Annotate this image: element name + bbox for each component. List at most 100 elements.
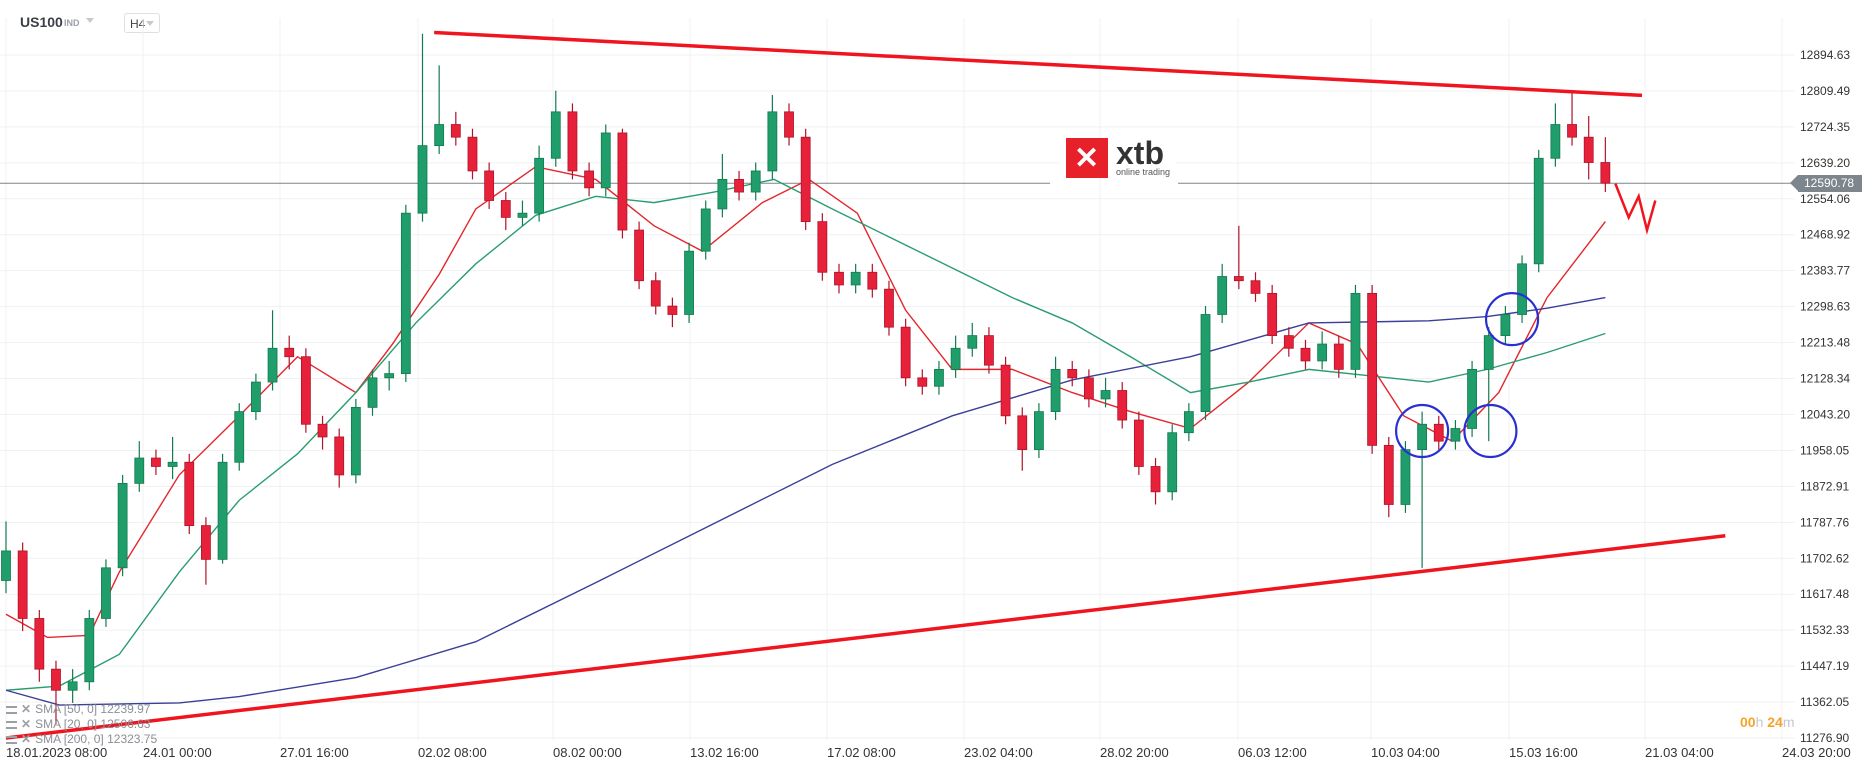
candle [1533,149,1544,273]
y-tick-label: 12213.48 [1800,336,1850,350]
candle-body [217,461,228,560]
settings-icon[interactable] [6,720,17,729]
candle-body [934,368,944,387]
candle-body [1150,466,1161,493]
candle-body [250,381,261,412]
candle [384,360,395,391]
legend-item: ✕ SMA [50, 0] 12239.97 [6,702,157,717]
candle [850,263,861,294]
candle [1350,284,1361,378]
candle [1267,284,1278,345]
candle [1050,356,1061,421]
candle [1500,306,1511,345]
candle-body [34,618,45,670]
candle-body [1000,364,1011,417]
countdown-h: h [1755,714,1764,730]
candle [584,162,594,197]
timeframe-value: H4 [130,17,146,31]
logo-brand: xtb [1116,135,1164,171]
candle-body [634,229,644,282]
candle-body [1300,347,1311,362]
candle-body [350,406,361,476]
candle [784,103,794,146]
candle [1200,306,1211,421]
indicator-legend: ✕ SMA [50, 0] 12239.97 ✕ SMA [20, 0] 12506… [6,702,157,747]
candle [300,348,311,433]
candle [1300,339,1311,370]
countdown-minutes: 24 [1767,714,1783,730]
y-tick-label: 12639.20 [1800,156,1850,170]
candle-body [867,271,878,290]
y-tick-label: 12128.34 [1800,372,1850,386]
x-tick-label: 18.01.2023 08:00 [6,745,107,760]
candle-body [1167,432,1178,493]
candle [434,65,445,155]
close-icon[interactable]: ✕ [21,732,32,746]
candle [1567,90,1577,146]
candle-body [1034,411,1044,450]
legend-label: SMA [20, 0] 12506.63 [35,717,151,731]
candle [1450,420,1461,450]
candle [1317,331,1328,370]
candle-body [184,461,195,526]
candle-body [400,212,411,375]
candle-body [1067,368,1078,379]
candle-body [817,221,828,273]
candle-body [117,482,128,569]
candle-body [684,250,694,315]
candle [700,200,711,260]
countdown-hours: 00 [1740,714,1756,730]
candle [684,242,694,323]
y-tick-label: 11362.05 [1800,695,1849,709]
candle [1483,327,1494,442]
candle [634,221,644,290]
candle [284,335,295,370]
candle-body [1583,136,1594,163]
legend-item: ✕ SMA [20, 0] 12506.63 [6,717,157,732]
candle [1467,360,1477,437]
candle [750,162,761,201]
candle [600,124,611,197]
candle [767,94,778,180]
candle [84,610,95,691]
candle [1067,360,1078,387]
candle [1017,407,1028,471]
close-icon[interactable]: ✕ [21,717,32,731]
symbol-name[interactable]: US100 [20,14,63,30]
candle-body [284,347,295,358]
candle [17,542,28,632]
candle-body [134,457,145,484]
candle [650,272,661,315]
candle-body [1467,368,1477,429]
candle [884,280,894,336]
candle [1100,377,1111,408]
candle-body [1350,292,1361,370]
candle-body [1250,280,1261,294]
y-tick-label: 12554.06 [1800,192,1850,206]
candle-body [884,288,894,328]
y-tick-label: 11617.48 [1800,587,1849,601]
candle-body [51,668,61,691]
candle [350,398,361,484]
candle-body [484,170,495,201]
candle [1417,411,1427,568]
settings-icon[interactable] [6,735,17,744]
candle [1250,272,1261,302]
candle-body [101,567,111,619]
candle [1183,403,1194,442]
close-icon[interactable]: ✕ [21,702,32,716]
sma-line [5,165,1606,639]
y-tick-label: 12809.49 [1800,84,1850,98]
candle [450,111,461,146]
candle-body [1567,124,1577,138]
candle [1034,403,1044,459]
trendline [5,533,1726,740]
y-tick-label: 11787.76 [1800,515,1849,529]
candle-body [500,200,511,218]
candle [67,669,78,703]
chevron-down-icon[interactable] [86,18,94,23]
timeframe-select[interactable]: H4 [124,13,160,33]
y-tick-label: 12468.92 [1800,228,1850,242]
settings-icon[interactable] [6,705,17,714]
